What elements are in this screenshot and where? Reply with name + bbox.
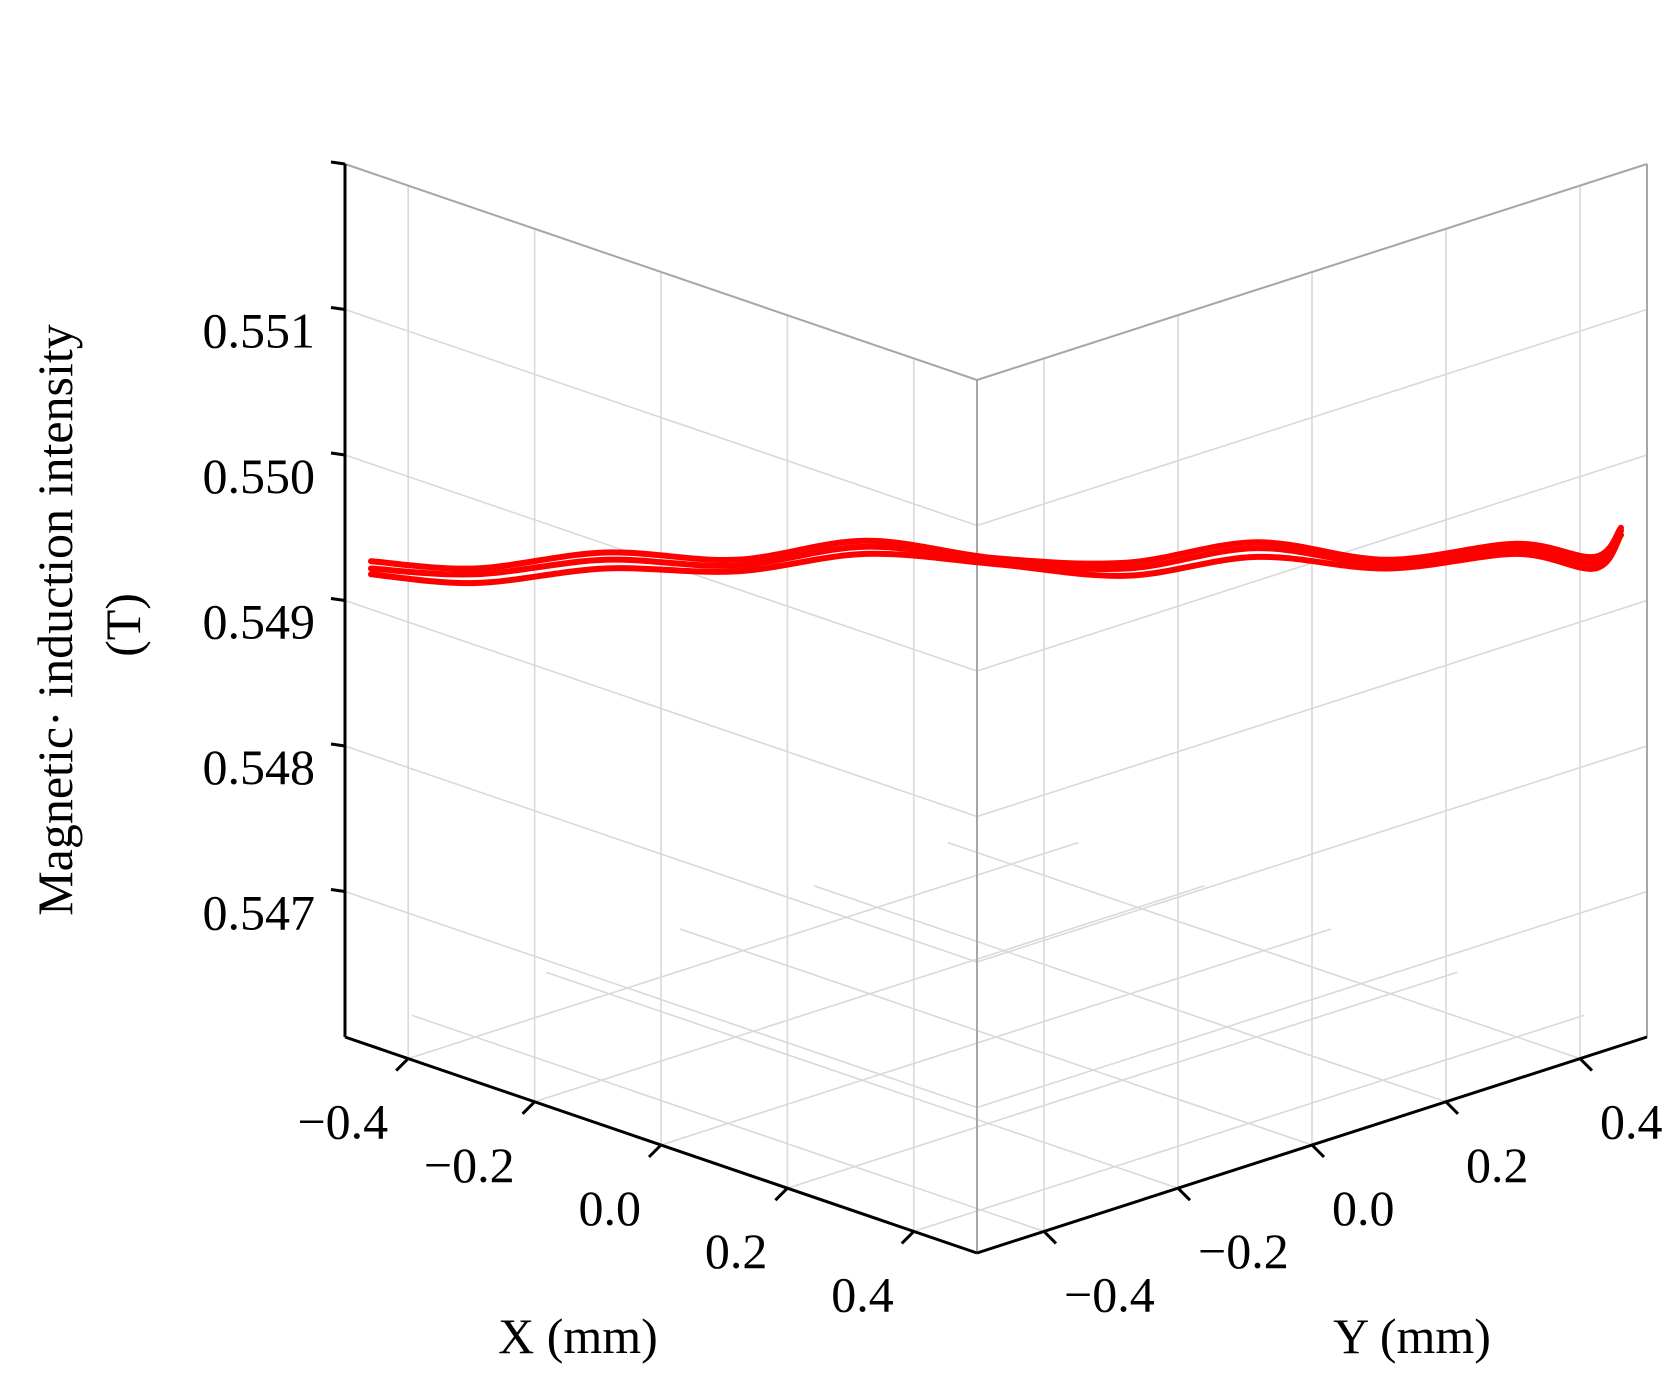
gridline-floor-y bbox=[947, 841, 1581, 1060]
gridline-floor-y bbox=[813, 885, 1447, 1103]
gridline-yz-horizontal bbox=[976, 745, 1648, 963]
y-tick bbox=[1310, 1143, 1326, 1159]
x-tick bbox=[521, 1100, 536, 1115]
series-line-2 bbox=[368, 527, 1624, 578]
z-tick-label: 0.550 bbox=[203, 448, 316, 504]
y-tick bbox=[1176, 1187, 1192, 1202]
z-tick-label: 0.551 bbox=[203, 303, 316, 359]
z-tick-label: 0.549 bbox=[203, 594, 316, 650]
labels-layer: 0.547 0.548 0.549 0.550 0.551 −0.4 −0.2 0.0 0.2 0… bbox=[203, 303, 1663, 1323]
z-tick bbox=[330, 597, 346, 602]
z-tick-label: 0.547 bbox=[203, 885, 316, 941]
box-edge-top-right bbox=[976, 163, 1648, 381]
gridline-floor-y bbox=[545, 971, 1179, 1189]
series-line-1 bbox=[368, 532, 1624, 587]
axes-layer bbox=[330, 160, 1648, 1255]
series-layer bbox=[368, 524, 1624, 587]
z-tick bbox=[330, 742, 346, 748]
gridline-xz-horizontal bbox=[344, 890, 978, 1109]
z-tick bbox=[330, 888, 346, 893]
x-tick bbox=[395, 1057, 410, 1072]
gridline-xz-horizontal bbox=[344, 745, 978, 963]
gridline-floor-y bbox=[679, 928, 1313, 1146]
gridline-xz-horizontal bbox=[344, 308, 978, 527]
gridline-xz-horizontal bbox=[344, 599, 978, 818]
y-tick bbox=[1042, 1230, 1058, 1245]
x-tick bbox=[900, 1230, 915, 1245]
y-axis-title: Y (mm) bbox=[1333, 1308, 1491, 1364]
grid-layer bbox=[344, 185, 1648, 1233]
x-tick-label: −0.2 bbox=[424, 1137, 515, 1193]
series-line-3 bbox=[368, 524, 1624, 572]
x-axis-title: X (mm) bbox=[498, 1308, 658, 1364]
z-tick bbox=[330, 306, 346, 311]
y-tick bbox=[1578, 1057, 1594, 1072]
y-tick-label: 0.0 bbox=[1332, 1180, 1395, 1236]
gridline-yz-horizontal bbox=[976, 308, 1648, 527]
y-tick-label: −0.2 bbox=[1198, 1223, 1289, 1279]
z-axis-end-tick bbox=[330, 160, 346, 166]
z-tick-label: 0.548 bbox=[203, 739, 316, 795]
x-tick bbox=[647, 1143, 663, 1159]
gridline-yz-horizontal bbox=[976, 890, 1648, 1109]
z-axis-unit: (T) bbox=[95, 593, 151, 657]
x-tick-label: 0.0 bbox=[579, 1180, 642, 1236]
x-tick bbox=[774, 1187, 789, 1202]
gridline-floor-y bbox=[411, 1014, 1045, 1233]
z-tick bbox=[330, 451, 346, 457]
x-tick-label: −0.4 bbox=[297, 1094, 388, 1150]
y-tick bbox=[1444, 1100, 1460, 1115]
y-tick-label: −0.4 bbox=[1064, 1266, 1155, 1322]
z-axis-title: Magnetic· induction intensity bbox=[27, 324, 83, 916]
y-tick-label: 0.4 bbox=[1600, 1094, 1663, 1150]
x-tick-label: 0.4 bbox=[831, 1266, 894, 1322]
x-tick-label: 0.2 bbox=[705, 1223, 768, 1279]
y-tick-label: 0.2 bbox=[1466, 1137, 1529, 1193]
gridline-yz-horizontal bbox=[976, 599, 1648, 818]
box-edge-top-left bbox=[344, 163, 978, 381]
